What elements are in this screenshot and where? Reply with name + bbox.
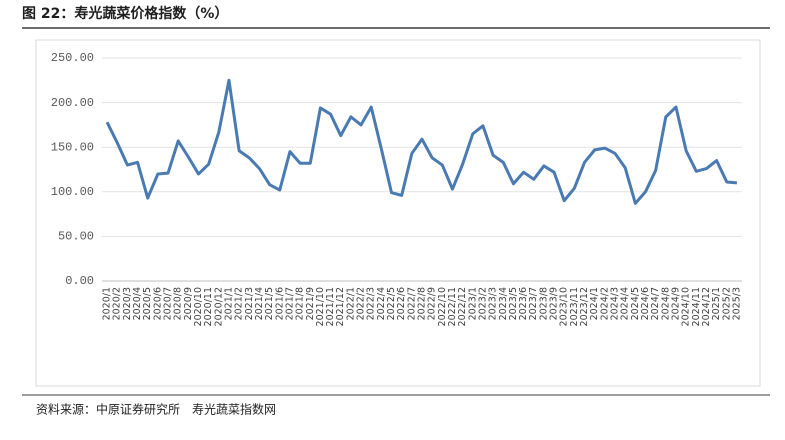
x-tick-label: 2023/9	[549, 287, 560, 320]
x-tick-label: 2020/6	[152, 287, 163, 320]
chart-title: 图 22：寿光蔬菜价格指数（%）	[22, 5, 228, 22]
x-tick-label: 2021/7	[284, 287, 295, 320]
x-tick-label: 2024/2	[599, 287, 610, 320]
x-tick-label: 2022/7	[406, 287, 417, 320]
x-tick-label: 2023/1	[467, 287, 478, 320]
x-tick-label: 2023/5	[508, 287, 519, 320]
x-tick-label: 2023/12	[579, 287, 590, 326]
x-tick-label: 2024/6	[640, 287, 651, 320]
x-tick-label: 2022/3	[366, 287, 377, 320]
x-tick-label: 2022/1	[345, 287, 356, 320]
x-tick-label: 2025/3	[731, 287, 742, 320]
x-tick-label: 2021/12	[335, 287, 346, 326]
x-tick-label: 2023/2	[477, 287, 488, 320]
x-tick-label: 2023/4	[498, 287, 509, 320]
x-tick-label: 2020/5	[142, 287, 153, 320]
x-tick-label: 2024/9	[670, 287, 681, 320]
x-tick-label: 2024/3	[610, 287, 621, 320]
x-tick-label: 2020/7	[163, 287, 174, 320]
x-tick-label: 2022/11	[447, 287, 458, 326]
x-tick-label: 2024/11	[691, 287, 702, 326]
y-tick-label: 50.00	[58, 230, 94, 244]
x-tick-label: 2020/9	[183, 287, 194, 320]
x-tick-label: 2022/4	[376, 287, 387, 320]
x-tick-label: 2020/2	[112, 287, 123, 320]
y-tick-label: 150.00	[51, 140, 94, 154]
x-tick-label: 2024/10	[681, 287, 692, 326]
x-tick-label: 2022/2	[356, 287, 367, 320]
x-tick-label: 2024/8	[660, 287, 671, 320]
x-tick-label: 2022/9	[427, 287, 438, 320]
x-tick-label: 2021/2	[234, 287, 245, 320]
x-tick-label: 2022/6	[396, 287, 407, 320]
x-tick-label: 2021/10	[315, 287, 326, 326]
x-tick-label: 2021/11	[325, 287, 336, 326]
x-tick-label: 2022/5	[386, 287, 397, 320]
x-tick-label: 2023/10	[559, 287, 570, 326]
x-tick-label: 2023/8	[538, 287, 549, 320]
x-tick-label: 2023/11	[569, 287, 580, 326]
x-tick-label: 2023/6	[518, 287, 529, 320]
x-tick-label: 2024/12	[701, 287, 712, 326]
x-tick-label: 2023/3	[488, 287, 499, 320]
x-tick-label: 2020/10	[193, 287, 204, 326]
x-tick-label: 2020/3	[122, 287, 133, 320]
x-tick-label: 2025/2	[721, 287, 732, 320]
y-tick-label: 100.00	[51, 185, 94, 199]
x-tick-label: 2024/7	[650, 287, 661, 320]
y-tick-label: 0.00	[65, 274, 94, 288]
x-tick-label: 2020/12	[213, 287, 224, 326]
x-tick-label: 2020/1	[102, 287, 113, 320]
x-tick-label: 2023/7	[528, 287, 539, 320]
x-tick-label: 2022/8	[417, 287, 428, 320]
x-tick-label: 2022/12	[457, 287, 468, 326]
x-tick-label: 2020/4	[132, 287, 143, 320]
x-tick-label: 2024/1	[589, 287, 600, 320]
x-tick-label: 2025/1	[711, 287, 722, 320]
data-line	[105, 78, 738, 205]
x-tick-label: 2022/10	[437, 287, 448, 326]
x-tick-label: 2021/6	[274, 287, 285, 320]
x-tick-label: 2020/8	[173, 287, 184, 320]
x-tick-label: 2021/3	[244, 287, 255, 320]
x-tick-label: 2021/5	[264, 287, 275, 320]
x-tick-label: 2021/9	[305, 287, 316, 320]
y-tick-label: 200.00	[51, 96, 94, 110]
x-tick-label: 2024/5	[630, 287, 641, 320]
y-tick-label: 250.00	[51, 51, 94, 65]
x-tick-label: 2021/8	[295, 287, 306, 320]
chart-frame	[35, 39, 761, 387]
x-tick-label: 2021/1	[223, 287, 234, 320]
x-tick-label: 2024/4	[620, 287, 631, 320]
x-tick-label: 2021/4	[254, 287, 265, 320]
x-tick-label: 2020/11	[203, 287, 214, 326]
source: 资料来源：中原证券研究所 寿光蔬菜指数网	[36, 402, 276, 417]
